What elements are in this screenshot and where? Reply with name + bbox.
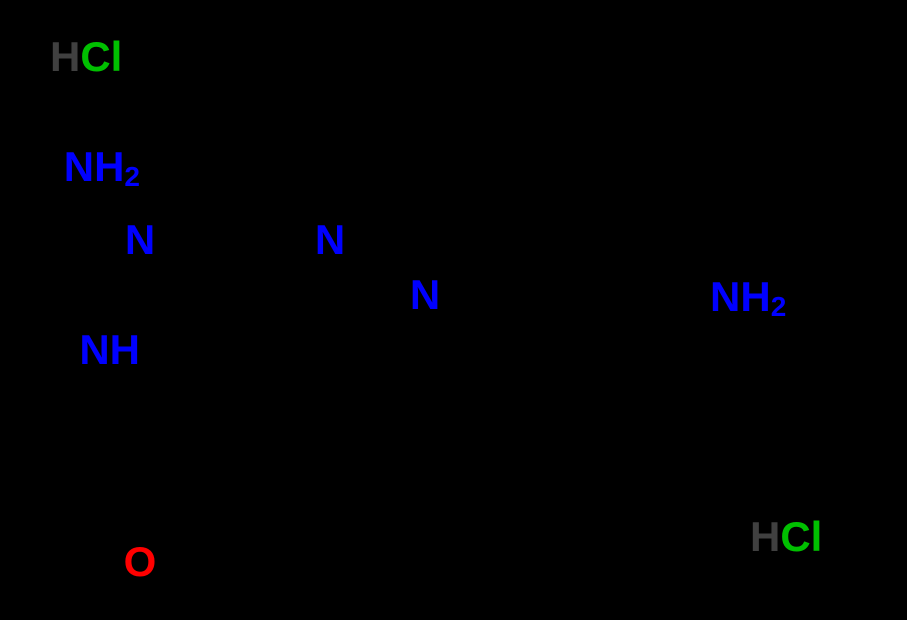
atom-label-O7: O — [124, 538, 157, 585]
atom-label-N1: N — [315, 216, 345, 263]
HCl_bot: HCl — [750, 513, 822, 560]
molecule-canvas: NNNHONH2NNH2 HClHCl — [0, 0, 907, 620]
atom-label-N3: N — [125, 216, 155, 263]
atom-label-N9: N — [410, 271, 440, 318]
atom-label-N5: NH — [79, 326, 140, 373]
HCl_top: HCl — [50, 33, 122, 80]
